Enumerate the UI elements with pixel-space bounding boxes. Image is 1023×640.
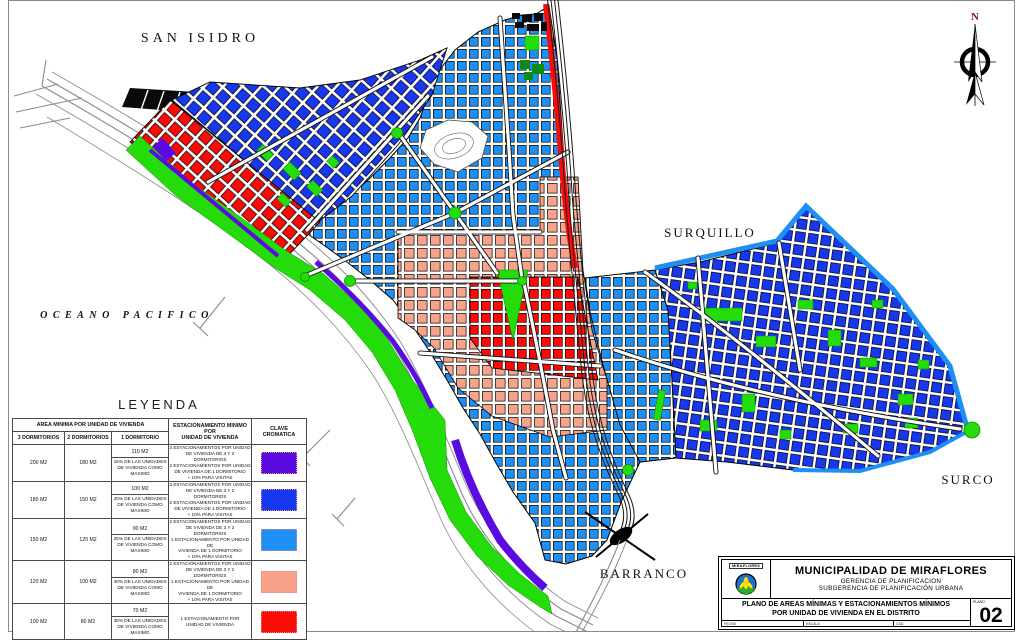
- legend-parking-text: 3 ESTACIONAMIENTOS POR UNIDAD DE VIVIEND…: [168, 480, 253, 519]
- legend-color-swatch: [261, 610, 298, 633]
- compass-rose: N: [954, 11, 996, 106]
- legend-row: 150 M2 120 M2 90 M2 25% DE LAS UNIDADES …: [12, 517, 308, 562]
- legend-1dorm-area: 100 M2: [112, 484, 169, 496]
- legend-3dorm-value: 100 M2: [12, 603, 65, 640]
- legend-color-swatch: [261, 571, 298, 594]
- legend-1dorm-note: 25% DE LAS UNIDADES DE VIVIENDA COMO MAX…: [113, 535, 167, 554]
- legend-title: LEYENDA: [118, 397, 200, 412]
- legend-1dorm-area: 70 M2: [112, 606, 169, 618]
- legend-color-swatch: [261, 528, 298, 551]
- roundabouts: [300, 127, 981, 476]
- sheet-label: PLANO: [973, 600, 985, 604]
- barranco-road-knot: [575, 511, 656, 632]
- legend-2dorm-value: 120 M2: [64, 517, 112, 562]
- legend-panel: LEYENDA AREA MINIMA POR UNIDAD DE VIVIEN…: [11, 397, 308, 640]
- legend-1dorm-note: 20% DE LAS UNIDADES DE VIVIENDA COMO MAX…: [113, 496, 167, 514]
- legend-header-2dorm: 2 DORMITORIOS: [64, 431, 112, 445]
- avenues: [206, 16, 962, 480]
- legend-row: 100 M2 80 M2 70 M2 35% DE LAS UNIDADES D…: [12, 603, 308, 640]
- kennedy-park: [496, 269, 529, 341]
- legend-row: 200 M2 180 M2 110 M2 15% DE LAS UNIDADES…: [12, 444, 308, 482]
- legend-3dorm-value: 150 M2: [12, 517, 65, 562]
- legend-3dorm-value: 200 M2: [12, 444, 65, 482]
- legend-parking-text: 3 ESTACIONAMIENTOS POR UNIDAD DE VIVIEND…: [168, 444, 253, 482]
- legend-parking-text: 1 ESTACIONAMIENTO POR UNIDAD DE VIVIENDA: [168, 603, 253, 640]
- expressway: [547, 0, 635, 538]
- legend-header-1dorm: 1 DORMITORIO: [110, 431, 170, 445]
- legend-header-clave: CLAVE CROMATICA: [251, 418, 308, 445]
- gerencia-line: GERENCIA DE PLANIFICACION: [840, 578, 942, 586]
- top-hatched-blocks: [512, 13, 547, 31]
- plan-title-line1: PLANO DE AREAS MÍNIMAS Y ESTACIONAMIENTO…: [741, 600, 951, 608]
- legend-row: 120 M2 100 M2 80 M2 30% DE LAS UNIDADES …: [12, 560, 308, 605]
- legend-1dorm-area: 90 M2: [112, 524, 169, 535]
- zone-arm-blue: [654, 207, 969, 472]
- arm-edge-bands: [654, 202, 971, 474]
- legend-header-3dorm: 3 DORMITORIOS: [12, 431, 65, 445]
- legend-header-parking: ESTACIONAMIENTO MINIMO POR UNIDAD DE VIV…: [168, 418, 253, 445]
- field-escala: ESCALA: [804, 621, 894, 626]
- subgerencia-line: SUBGERENCIA DE PLANIFICACIÓN URBANA: [818, 585, 964, 593]
- parks-dark: [520, 60, 544, 80]
- huaca-landmark: [419, 119, 489, 173]
- legend-parking-text: 2 ESTACIONAMIENTOS POR UNIDAD DE VIVIEND…: [168, 517, 253, 562]
- legend-row: 180 M2 150 M2 100 M2 20% DE LAS UNIDADES…: [12, 480, 308, 519]
- legend-parking-text: 2 ESTACIONAMIENTOS POR UNIDAD DE VIVIEND…: [168, 560, 253, 605]
- legend-color-swatch: [261, 488, 298, 511]
- field-cad: CAD: [896, 621, 904, 626]
- legend-2dorm-value: 180 M2: [64, 444, 112, 482]
- logo-emblem-icon: [735, 572, 757, 595]
- legend-header-area: AREA MINIMA POR UNIDAD DE VIVIENDA: [11, 418, 170, 432]
- municipality-name: MUNICIPALIDAD DE MIRAFLORES: [794, 565, 988, 578]
- legend-3dorm-value: 180 M2: [12, 480, 65, 519]
- municipality-logo: MIRAFLORES: [722, 560, 771, 598]
- legend-table: AREA MINIMA POR UNIDAD DE VIVIENDA ESTAC…: [11, 418, 308, 640]
- plan-title-line2: POR UNIDAD DE VIVIENDA EN EL DISTRITO: [772, 609, 920, 617]
- field-fecha: FECHA: [722, 621, 804, 626]
- legend-1dorm-note: 15% DE LAS UNIDADES DE VIVIENDA COMO MAX…: [113, 459, 167, 477]
- logo-text: MIRAFLORES: [728, 562, 764, 569]
- legend-1dorm-area: 110 M2: [112, 447, 169, 459]
- compass-north-label: N: [971, 11, 979, 23]
- title-block: MIRAFLORES MUNICIPALIDAD DE MIRAFLORES G…: [718, 556, 1015, 630]
- legend-2dorm-value: 80 M2: [64, 603, 112, 640]
- label-san-isidro: SAN ISIDRO: [141, 31, 259, 46]
- legend-1dorm-note: 30% DE LAS UNIDADES DE VIVIENDA COMO MAX…: [113, 578, 167, 596]
- label-surco: SURCO: [941, 472, 994, 487]
- legend-2dorm-value: 150 M2: [64, 480, 112, 519]
- legend-2dorm-value: 100 M2: [64, 560, 112, 605]
- legend-color-swatch: [261, 451, 298, 474]
- sheet-number: 02: [979, 604, 1003, 627]
- malecon-violet-strips: [148, 137, 548, 592]
- label-barranco: BARRANCO: [600, 566, 688, 581]
- label-surquillo: SURQUILLO: [664, 225, 756, 240]
- legend-1dorm-area: 80 M2: [112, 567, 169, 578]
- legend-1dorm-note: 35% DE LAS UNIDADES DE VIVIENDA COMO MAX…: [113, 618, 167, 636]
- expressway-red-strip: [543, 3, 578, 269]
- label-oceano-pacifico: OCEANO PACIFICO: [40, 310, 214, 321]
- legend-3dorm-value: 120 M2: [12, 560, 65, 605]
